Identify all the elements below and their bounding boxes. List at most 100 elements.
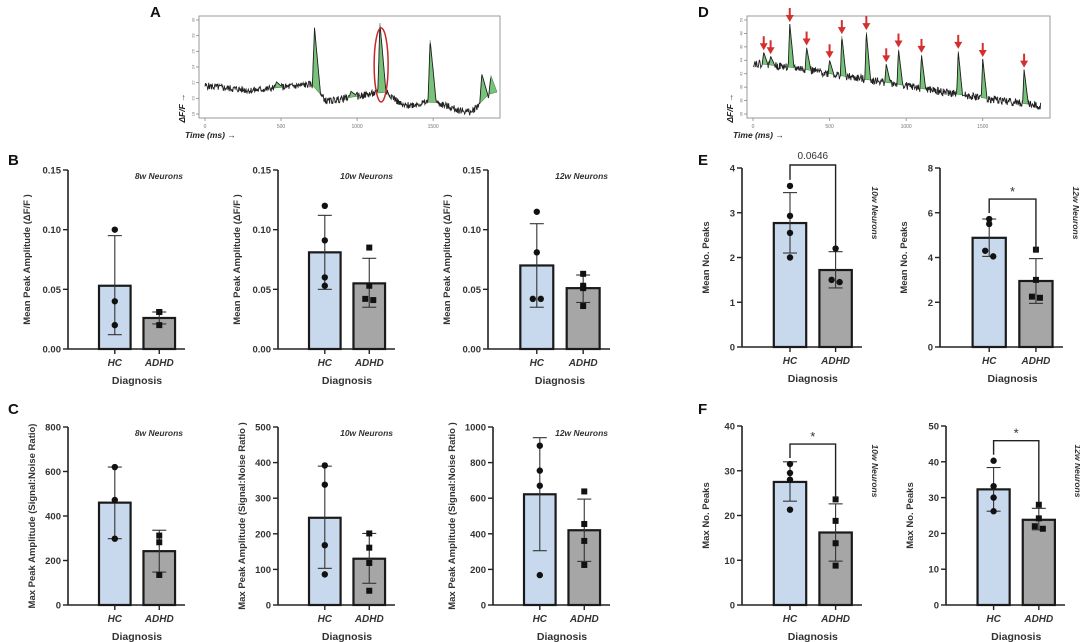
- data-point: [1035, 515, 1042, 522]
- y-tick-label: 24: [191, 64, 196, 69]
- panel-label-c: C: [8, 401, 19, 418]
- y-tick-label: 50: [928, 422, 939, 433]
- y-tick-label: 400: [470, 529, 486, 540]
- bar-panel-b1: 0.00 0.05 0.10 0.15 Mean Peak Amplitude (ΔF/…: [22, 166, 185, 387]
- significance-label: 0.0646: [798, 151, 829, 162]
- data-point: [366, 544, 373, 551]
- significance-bracket: [988, 198, 1037, 253]
- y-tick-label: 0.00: [463, 345, 482, 356]
- y-axis-label: Mean Peak Amplitude (ΔF/F ): [442, 194, 453, 325]
- panel-label-b: B: [8, 152, 19, 169]
- y-tick-label: 20: [724, 511, 735, 522]
- y-tick-label: 38: [739, 98, 744, 103]
- y-tick-label: 22: [191, 80, 196, 85]
- y-tick-label: 0.15: [43, 166, 62, 177]
- peak-arrow-head: [978, 49, 987, 57]
- data-point: [111, 496, 119, 504]
- x-axis-label: Diagnosis: [537, 631, 587, 642]
- y-tick-label: 0.10: [253, 225, 272, 236]
- data-point: [986, 215, 993, 223]
- data-point: [156, 539, 163, 546]
- data-point: [832, 245, 839, 252]
- x-tick-label: ADHD: [569, 614, 599, 625]
- x-axis-label: Diagnosis: [991, 631, 1041, 642]
- y-tick-label: 42: [739, 71, 744, 76]
- y-tick-label: 800: [470, 458, 486, 469]
- data-point: [581, 537, 588, 544]
- significance-label: *: [1010, 184, 1015, 199]
- y-tick-label: 500: [255, 423, 271, 434]
- data-point: [990, 457, 997, 464]
- data-point: [321, 237, 328, 244]
- y-tick-label: 30: [191, 17, 196, 22]
- bar-panel-e1: 0 1 2 3 4 Mean No. Peaks HC ADHD Diagnosis 10w Ne…: [701, 151, 880, 385]
- peak-arrow-head: [1020, 60, 1029, 68]
- y-tick-label: 0.00: [253, 345, 272, 356]
- y-tick-label: 30: [724, 466, 735, 477]
- data-point: [786, 182, 794, 190]
- y-tick-label: 46: [739, 44, 744, 49]
- data-point: [581, 488, 588, 495]
- significance-bracket: [789, 164, 837, 246]
- y-tick-label: 100: [255, 565, 271, 576]
- x-tick-label: 1000: [901, 124, 912, 130]
- y-tick-label: 20: [928, 529, 939, 540]
- y-axis-label: Max No. Peaks: [905, 482, 916, 549]
- panel-label-f: F: [698, 401, 708, 418]
- data-point: [1032, 276, 1039, 283]
- data-point: [786, 212, 794, 220]
- y-tick-label: 0: [56, 601, 61, 612]
- data-point: [156, 309, 163, 316]
- y-tick-label: 44: [739, 57, 744, 62]
- y-tick-label: 30: [928, 493, 939, 504]
- data-point: [832, 562, 839, 569]
- y-tick-label: 8: [928, 164, 933, 175]
- calcium-trace: [204, 26, 492, 116]
- panel-title: 8w Neurons: [135, 171, 183, 181]
- bar-panel-c1: 0 200 400 600 800 Max Peak Amplitude (Signal:…: [27, 423, 185, 642]
- data-point: [581, 521, 588, 528]
- calcium-trace: [753, 23, 1042, 111]
- data-point: [321, 202, 328, 209]
- data-point: [366, 530, 373, 537]
- y-tick-label: 40: [928, 457, 939, 468]
- y-tick-label: 600: [45, 467, 61, 478]
- peak-arrow-head: [759, 43, 768, 51]
- y-tick-label: 28: [191, 33, 196, 38]
- data-point: [786, 229, 794, 237]
- x-tick-label: ADHD: [144, 614, 174, 625]
- y-tick-label: 0.10: [43, 225, 62, 236]
- x-tick-label: ADHD: [1023, 614, 1053, 625]
- data-point: [156, 571, 163, 578]
- data-point: [111, 463, 119, 471]
- peak-arrow-head: [837, 27, 846, 35]
- data-point: [1035, 501, 1042, 508]
- data-point: [1039, 525, 1046, 532]
- x-tick-label: ADHD: [354, 614, 384, 625]
- bar-hc: [772, 480, 808, 607]
- x-tick-label: HC: [533, 614, 548, 625]
- y-tick-label: 400: [255, 458, 271, 469]
- data-point: [580, 270, 587, 277]
- peak-arrow-head: [802, 38, 811, 46]
- panel-title: 12w Neurons: [1073, 445, 1080, 498]
- data-point: [156, 532, 163, 539]
- data-point: [986, 220, 993, 228]
- y-tick-label: 0.05: [43, 285, 62, 296]
- x-tick-label: 1500: [977, 124, 988, 130]
- y-axis-label: Mean No. Peaks: [701, 221, 712, 293]
- panel-title: 10w Neurons: [340, 428, 393, 438]
- x-axis-label: Diagnosis: [788, 631, 838, 642]
- data-point: [370, 297, 377, 304]
- y-tick-label: 18: [191, 111, 196, 116]
- data-point: [533, 249, 540, 256]
- bar-panel-b2: 0.00 0.05 0.10 0.15 Mean Peak Amplitude (ΔF/…: [232, 166, 395, 387]
- data-point: [366, 244, 373, 251]
- data-point: [786, 460, 794, 468]
- peak-arrow-head: [954, 41, 963, 49]
- significance-bracket: [992, 440, 1040, 503]
- plot-frame: [198, 15, 501, 119]
- x-tick-label: ADHD: [354, 358, 384, 369]
- bar-panel-f2: 0 10 20 30 40 50 Max No. Peaks HC ADHD Diagnosis 1…: [905, 422, 1080, 642]
